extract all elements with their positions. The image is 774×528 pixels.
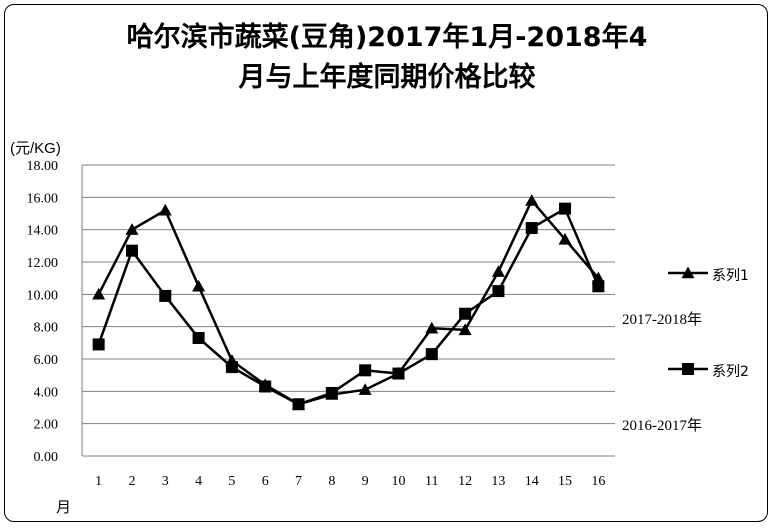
series2-point xyxy=(592,280,605,293)
x-tick-label: 1 xyxy=(95,474,102,489)
series1-point xyxy=(425,321,439,334)
x-tick-label: 2 xyxy=(128,474,135,489)
y-tick-label: 8.00 xyxy=(34,321,59,336)
x-tick-label: 16 xyxy=(591,474,605,489)
x-tick-label: 12 xyxy=(458,474,472,489)
series1-point xyxy=(192,279,206,292)
series1-point xyxy=(358,383,372,395)
series1-point xyxy=(158,203,172,216)
legend-series2-marker xyxy=(682,363,694,375)
y-tick-label: 0.00 xyxy=(34,450,59,465)
y-tick-label: 6.00 xyxy=(34,353,59,368)
legend-series2-label: 系列2 xyxy=(712,364,749,380)
series2-line xyxy=(97,206,600,406)
x-tick-label: 9 xyxy=(362,474,369,489)
series2-point xyxy=(359,364,372,377)
series2-point xyxy=(525,222,538,235)
series2-point xyxy=(559,202,572,215)
x-axis-label: 月 xyxy=(56,498,72,516)
chart-title-line2: 月与上年度同期价格比较 xyxy=(238,62,536,93)
series1-point xyxy=(491,265,505,277)
series1-point xyxy=(125,223,139,235)
x-tick-label: 4 xyxy=(195,474,202,489)
x-tick-label: 5 xyxy=(228,474,235,489)
series1-point xyxy=(525,194,539,206)
series2-point xyxy=(392,367,405,380)
legend-series1-marker xyxy=(681,266,695,279)
series2-point xyxy=(125,244,138,257)
y-tick-label: 12.00 xyxy=(27,256,59,271)
chart-frame xyxy=(4,4,768,522)
chart-title-line1: 哈尔滨市蔬菜(豆角)2017年1月-2018年4 xyxy=(126,22,648,53)
series2-point xyxy=(225,361,238,374)
y-tick-label: 10.00 xyxy=(27,288,59,303)
x-tick-label: 11 xyxy=(425,474,438,489)
series2-point xyxy=(259,380,272,393)
y-tick-label: 14.00 xyxy=(27,224,59,239)
series2-point xyxy=(192,331,205,344)
series2-point xyxy=(325,386,338,399)
y-tick-label: 2.00 xyxy=(34,418,59,433)
series1-period-label: 2017-2018年 xyxy=(622,312,702,328)
series1-point xyxy=(92,287,106,300)
x-tick-label: 10 xyxy=(391,474,405,489)
legend-series1-label: 系列1 xyxy=(712,268,749,284)
y-tick-label: 18.00 xyxy=(27,159,59,174)
series1-point xyxy=(458,323,472,336)
series1-line xyxy=(97,198,600,406)
y-axis-label: (元/KG) xyxy=(10,140,61,157)
series2-point xyxy=(92,338,105,351)
series2-point xyxy=(425,348,438,361)
series2-period-label: 2016-2017年 xyxy=(622,418,702,434)
y-tick-label: 4.00 xyxy=(34,385,59,400)
x-tick-label: 6 xyxy=(262,474,269,489)
x-tick-label: 8 xyxy=(328,474,335,489)
x-tick-label: 13 xyxy=(491,474,505,489)
chart-title: 哈尔滨市蔬菜(豆角)2017年1月-2018年4 月与上年度同期价格比较 xyxy=(0,18,774,98)
y-tick-label: 16.00 xyxy=(27,191,59,206)
series2-point xyxy=(492,285,505,298)
x-tick-label: 7 xyxy=(295,474,302,489)
x-tick-label: 15 xyxy=(558,474,572,489)
x-tick-label: 3 xyxy=(162,474,169,489)
x-tick-label: 14 xyxy=(525,474,539,489)
series2-point xyxy=(292,398,305,411)
series2-point xyxy=(459,307,472,320)
series1-point xyxy=(558,232,572,245)
series2-point xyxy=(159,289,172,302)
